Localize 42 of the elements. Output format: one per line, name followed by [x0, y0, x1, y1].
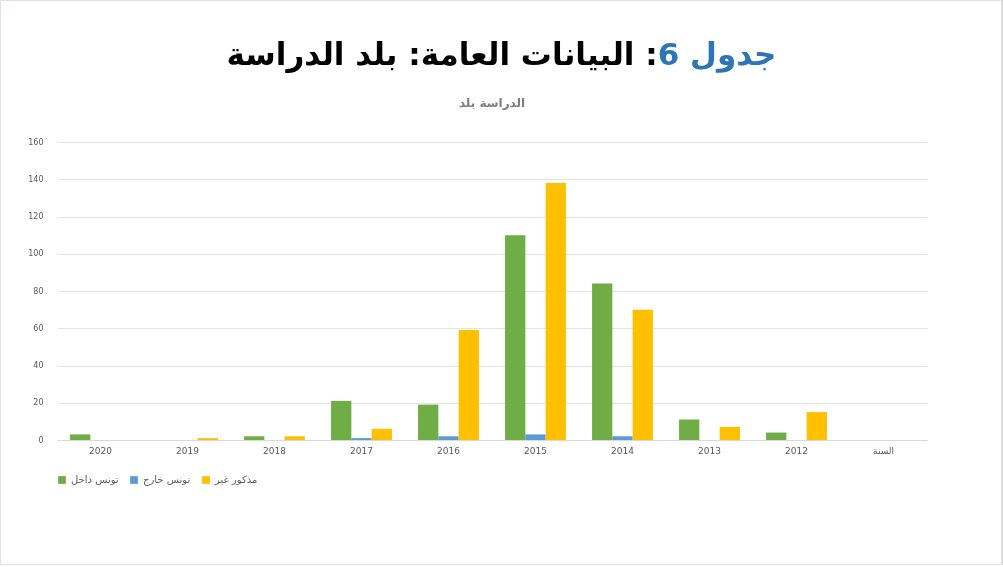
x-tick-label: 2014 [611, 445, 635, 456]
bar [679, 419, 700, 440]
y-tick-label: 80 [33, 286, 44, 296]
bar [592, 283, 613, 440]
x-tick-label: 2020 [89, 445, 113, 456]
bar [766, 432, 787, 440]
bar [806, 412, 827, 440]
bar [284, 436, 305, 440]
chart-subtitle: الدراسة بلد [458, 96, 526, 110]
legend-label: مذكور غير [214, 474, 258, 485]
bar [612, 436, 633, 440]
y-tick-label: 20 [33, 398, 44, 408]
x-tick-label: 2013 [698, 445, 721, 456]
x-tick-label: السنة [873, 445, 894, 456]
bar [458, 330, 479, 440]
x-tick-label: 2018 [263, 445, 287, 456]
bar [505, 235, 526, 440]
bar [371, 428, 392, 440]
x-tick-label: 2017 [350, 445, 373, 456]
bar [331, 400, 352, 440]
bar [418, 404, 439, 440]
bar [244, 436, 265, 440]
x-tick-label: 2019 [176, 445, 200, 456]
y-tick-label: 100 [28, 249, 44, 259]
bar [70, 434, 91, 440]
y-tick-label: 40 [33, 361, 44, 370]
x-tick-label: 2015 [524, 445, 547, 456]
y-tick-label: 140 [28, 174, 44, 184]
bar [525, 434, 546, 440]
x-tick-label: 2016 [437, 445, 461, 456]
legend-label: تونس داخل [71, 474, 119, 485]
bar [545, 182, 566, 440]
x-tick-label: 2012 [785, 445, 808, 456]
bar [632, 309, 653, 440]
y-tick-label: 160 [28, 137, 44, 147]
chart-title: جدول 6: البيانات العامة: بلد الدراسة [225, 36, 778, 72]
y-tick-label: 120 [28, 212, 44, 221]
y-tick-label: 60 [33, 323, 44, 333]
bar [719, 426, 740, 440]
bar [438, 436, 459, 440]
y-tick-label: 0 [38, 435, 44, 445]
legend-label: تونس خارج [143, 474, 191, 486]
